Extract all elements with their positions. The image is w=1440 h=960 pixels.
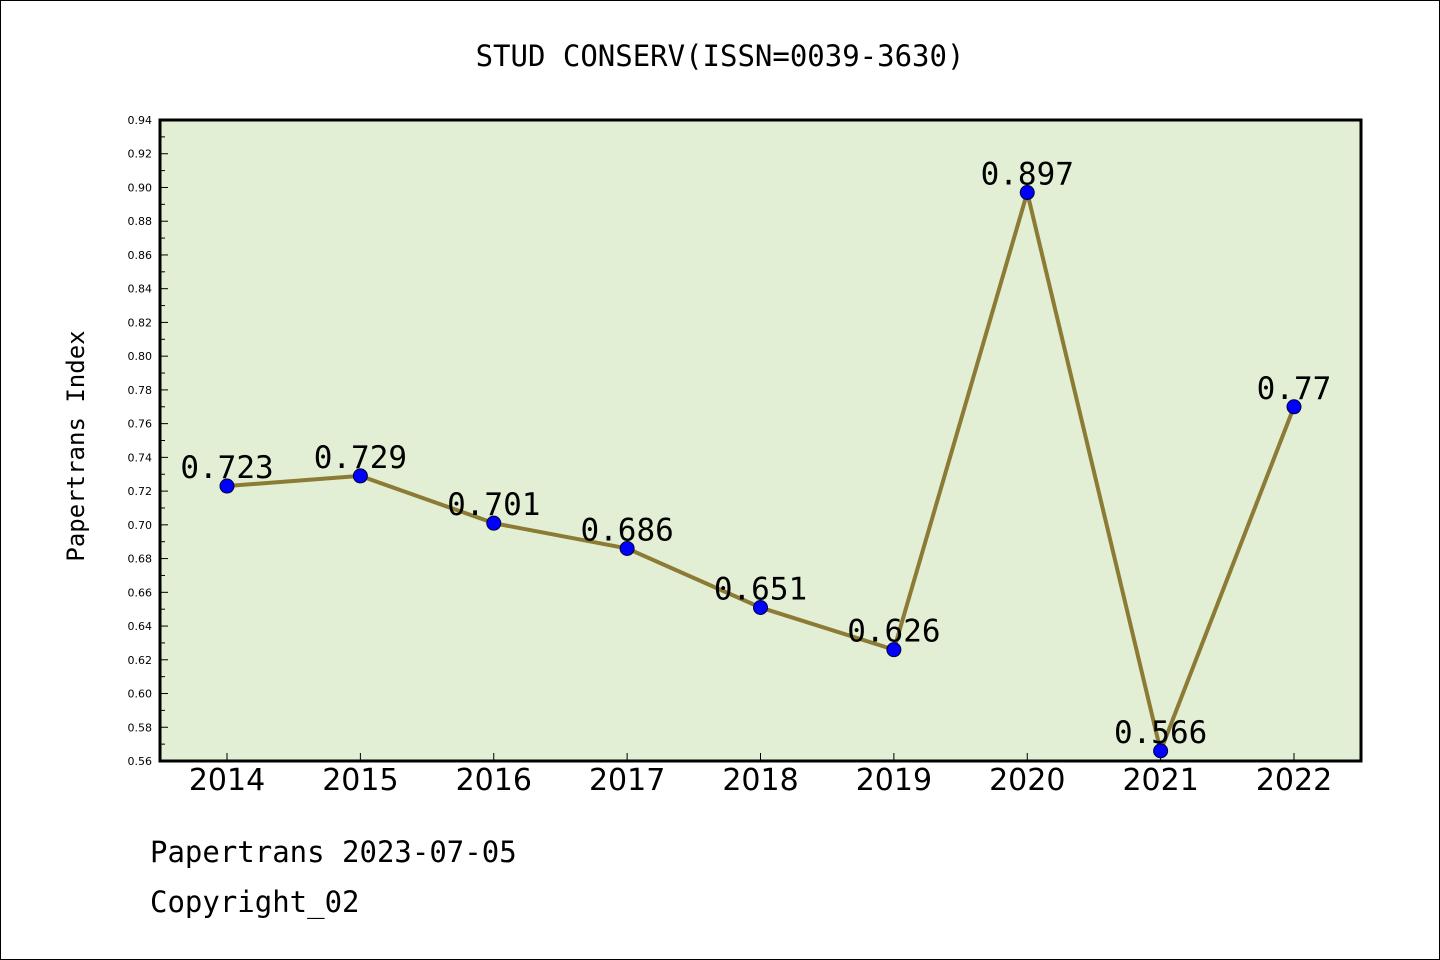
footer-copyright: Copyright_02 — [150, 885, 360, 919]
y-tick-label: 0.94 — [128, 114, 153, 127]
y-tick-label: 0.80 — [128, 350, 153, 363]
y-tick-label: 0.88 — [128, 215, 153, 228]
x-tick-label: 2020 — [989, 763, 1065, 798]
y-axis-label: Papertrans Index — [62, 330, 90, 561]
y-tick-label: 0.64 — [128, 620, 153, 633]
data-label: 0.897 — [981, 157, 1074, 193]
chart-title: STUD CONSERV(ISSN=0039-3630) — [476, 39, 965, 73]
data-points — [219, 185, 1302, 759]
data-label: 0.701 — [447, 487, 540, 523]
data-label: 0.626 — [847, 614, 940, 650]
data-label: 0.729 — [314, 440, 407, 476]
data-point — [886, 642, 902, 658]
x-axis: 2014 2015 2016 2017 2018 2019 2020 2021 2022 — [189, 753, 1332, 798]
x-tick-label: 2017 — [589, 763, 665, 798]
data-label: 0.723 — [180, 450, 273, 486]
y-axis: 0.56 0.58 0.60 0.62 0.64 0.66 0.68 0.70 0.72 0.74… — [128, 114, 168, 768]
x-tick-label: 2015 — [322, 763, 398, 798]
y-tick-label: 0.86 — [128, 249, 153, 262]
data-point — [219, 478, 235, 494]
data-point — [753, 599, 768, 615]
x-tick-label: 2016 — [456, 763, 532, 798]
data-label: 0.77 — [1257, 371, 1332, 407]
y-tick-label: 0.74 — [128, 451, 153, 464]
y-tick-label: 0.66 — [128, 586, 153, 599]
y-tick-label: 0.68 — [128, 553, 153, 566]
y-tick-label: 0.84 — [128, 283, 153, 296]
x-tick-label: 2018 — [722, 763, 798, 798]
y-tick-label: 0.70 — [128, 519, 153, 532]
data-point — [352, 468, 368, 484]
data-label: 0.651 — [714, 571, 807, 607]
data-label: 0.566 — [1114, 715, 1207, 751]
x-tick-label: 2014 — [189, 763, 265, 798]
y-tick-label: 0.62 — [128, 654, 153, 667]
y-tick-label: 0.60 — [128, 688, 153, 701]
y-tick-label: 0.56 — [128, 755, 153, 768]
footer-date-line: Papertrans 2023-07-05 — [150, 835, 517, 869]
y-tick-label: 0.90 — [128, 181, 153, 194]
y-tick-label: 0.58 — [128, 721, 153, 734]
data-point — [486, 515, 502, 531]
x-tick-label: 2019 — [856, 763, 932, 798]
y-tick-label: 0.78 — [128, 384, 153, 397]
data-point — [619, 540, 635, 556]
x-tick-label: 2022 — [1256, 763, 1332, 798]
data-labels: 0.723 0.729 0.701 0.686 0.651 0.626 0.897 0.566… — [180, 157, 1331, 751]
plot-area — [158, 118, 1363, 763]
data-label: 0.686 — [580, 512, 673, 548]
x-tick-label: 2021 — [1122, 763, 1198, 798]
data-point — [1019, 185, 1035, 201]
y-tick-label: 0.76 — [128, 418, 153, 431]
y-tick-label: 0.72 — [128, 485, 153, 498]
y-tick-label: 0.92 — [128, 148, 153, 161]
data-point — [1286, 399, 1302, 415]
data-point — [1153, 743, 1169, 759]
y-tick-label: 0.82 — [128, 316, 153, 329]
